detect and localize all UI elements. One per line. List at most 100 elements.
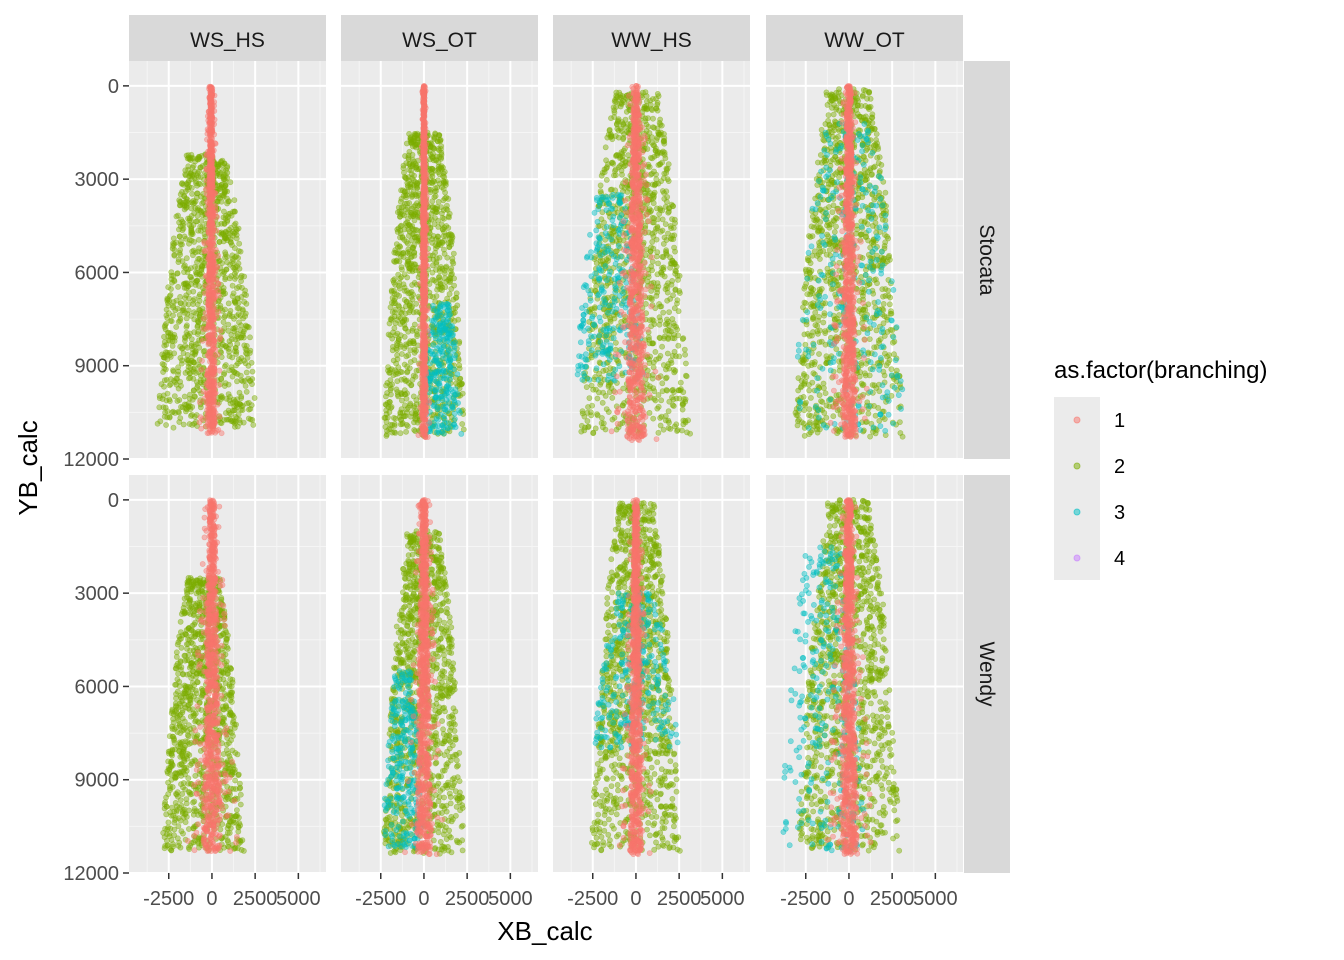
point-branching-2 <box>189 252 196 259</box>
point-branching-2 <box>444 207 451 213</box>
point-branching-2 <box>399 234 406 241</box>
point-branching-1 <box>421 398 428 405</box>
point-branching-1 <box>214 263 221 270</box>
point-branching-1 <box>420 333 427 339</box>
point-branching-2 <box>235 356 242 363</box>
point-branching-2 <box>448 285 455 292</box>
point-branching-2 <box>646 206 653 212</box>
point-branching-2 <box>235 260 242 267</box>
point-branching-2 <box>194 301 201 308</box>
point-branching-2 <box>437 164 444 171</box>
point-branching-2 <box>412 191 419 198</box>
point-branching-2 <box>656 301 662 307</box>
point-branching-1 <box>201 395 208 402</box>
point-branching-2 <box>221 363 228 370</box>
point-branching-2 <box>183 315 190 322</box>
point-branching-2 <box>174 398 181 404</box>
point-branching-2 <box>436 147 442 154</box>
point-branching-2 <box>382 393 389 400</box>
point-branching-1 <box>421 92 428 99</box>
point-branching-1 <box>420 125 427 132</box>
point-branching-2 <box>237 419 243 426</box>
point-branching-2 <box>402 325 409 332</box>
point-branching-2 <box>245 415 252 422</box>
point-branching-2 <box>242 326 248 332</box>
point-branching-2 <box>440 226 446 233</box>
point-branching-2 <box>192 349 199 356</box>
point-branching-2 <box>186 421 193 427</box>
point-branching-1 <box>207 190 214 196</box>
point-branching-2 <box>410 338 417 344</box>
point-branching-1 <box>420 186 427 193</box>
point-branching-2 <box>391 421 398 427</box>
point-branching-2 <box>194 278 200 284</box>
point-branching-2 <box>659 188 666 194</box>
point-branching-2 <box>594 411 600 417</box>
point-branching-1 <box>419 431 425 438</box>
point-branching-3 <box>443 312 449 319</box>
point-branching-2 <box>656 355 662 362</box>
point-branching-1 <box>215 292 222 299</box>
point-branching-2 <box>445 240 452 247</box>
point-branching-2 <box>411 217 418 224</box>
point-branching-3 <box>443 368 449 374</box>
point-branching-3 <box>454 371 461 378</box>
point-branching-1 <box>207 354 213 361</box>
point-branching-2 <box>171 393 178 399</box>
point-branching-1 <box>422 407 429 414</box>
point-branching-2 <box>238 278 244 284</box>
point-branching-2 <box>171 246 178 253</box>
point-branching-2 <box>413 182 420 189</box>
point-branching-1 <box>217 334 224 341</box>
point-branching-2 <box>243 300 250 307</box>
point-branching-2 <box>216 238 223 245</box>
point-branching-1 <box>217 327 224 334</box>
point-branching-2 <box>387 367 393 373</box>
point-branching-2 <box>392 371 399 377</box>
point-branching-2 <box>251 395 258 401</box>
point-branching-2 <box>665 417 672 424</box>
point-branching-1 <box>209 283 216 289</box>
point-branching-2 <box>398 351 405 357</box>
point-branching-1 <box>422 371 429 378</box>
point-branching-2 <box>243 388 250 395</box>
point-branching-2 <box>218 229 225 236</box>
point-branching-1 <box>416 361 423 368</box>
point-branching-2 <box>429 170 435 177</box>
point-branching-2 <box>406 265 413 272</box>
point-branching-3 <box>432 368 439 375</box>
point-branching-2 <box>222 183 229 189</box>
point-branching-2 <box>198 209 205 215</box>
point-branching-3 <box>447 329 454 336</box>
point-branching-2 <box>191 316 198 323</box>
point-branching-2 <box>178 345 185 352</box>
point-branching-2 <box>235 255 241 261</box>
point-branching-1 <box>215 426 222 433</box>
point-branching-2 <box>176 233 183 240</box>
point-branching-3 <box>449 323 456 329</box>
point-branching-1 <box>207 288 214 294</box>
point-branching-2 <box>409 244 416 251</box>
point-branching-3 <box>445 384 452 391</box>
point-branching-2 <box>218 220 225 227</box>
point-branching-2 <box>408 382 415 388</box>
point-branching-2 <box>232 229 239 235</box>
point-branching-2 <box>231 368 237 375</box>
point-branching-2 <box>234 404 241 410</box>
point-branching-2 <box>221 234 228 241</box>
point-branching-1 <box>421 206 427 212</box>
point-branching-1 <box>421 215 428 222</box>
point-branching-2 <box>440 246 447 253</box>
point-branching-2 <box>583 384 590 390</box>
point-branching-2 <box>445 224 452 231</box>
point-branching-2 <box>219 394 226 401</box>
point-branching-2 <box>658 397 665 404</box>
point-branching-1 <box>420 412 427 419</box>
point-branching-2 <box>192 205 199 211</box>
point-branching-2 <box>674 300 680 307</box>
point-branching-2 <box>233 351 239 357</box>
point-branching-3 <box>431 332 438 338</box>
point-branching-3 <box>433 415 440 422</box>
point-branching-2 <box>392 429 399 436</box>
point-branching-2 <box>387 405 394 411</box>
